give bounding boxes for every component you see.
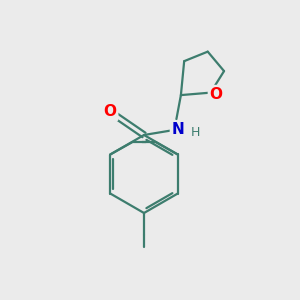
Text: N: N [172,122,184,137]
Text: O: O [103,104,117,119]
Text: H: H [191,125,200,139]
Text: O: O [209,87,223,102]
